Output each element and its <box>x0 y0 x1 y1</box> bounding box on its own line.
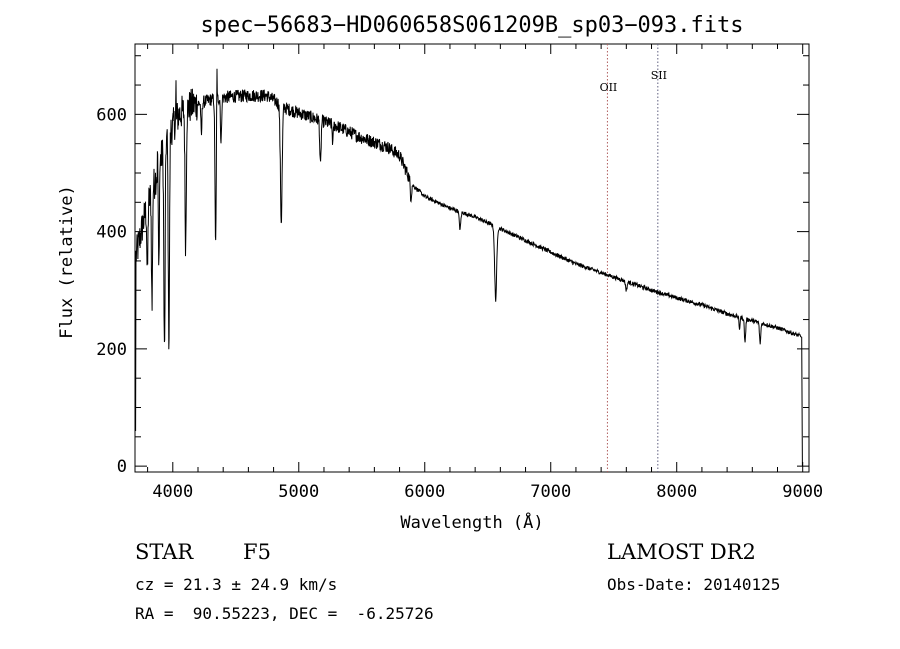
y-tick-label: 0 <box>117 457 127 477</box>
x-tick-label: 8000 <box>656 482 697 502</box>
reference-lines: OII SII <box>600 44 667 472</box>
y-tick-label: 400 <box>96 223 127 243</box>
x-tick-label: 6000 <box>404 482 445 502</box>
plot-frame <box>134 43 810 473</box>
axes: 4000 5000 6000 7000 8000 9000 0 200 400 600 <box>96 43 823 502</box>
redshift-label: cz = 21.3 ± 24.9 km/s <box>135 575 338 594</box>
y-axis-label: Flux (relative) <box>57 185 77 339</box>
y-tick-label: 600 <box>96 105 127 125</box>
survey-label: LAMOST DR2 <box>607 540 756 564</box>
obs-date-label: Obs-Date: 20140125 <box>607 575 781 594</box>
spectrum-series-line <box>135 68 803 467</box>
chart-title: spec−56683−HD060658S061209B_sp03−093.fit… <box>200 13 743 38</box>
x-tick-label: 5000 <box>278 482 319 502</box>
x-tick-label: 7000 <box>530 482 571 502</box>
subclass-label: F5 <box>243 540 271 564</box>
object-class-label: STAR <box>135 540 194 564</box>
x-tick-label: 4000 <box>152 482 193 502</box>
x-tick-label: 9000 <box>782 482 823 502</box>
reference-line-label: OII <box>600 81 618 94</box>
y-tick-label: 200 <box>96 340 127 360</box>
reference-line-label: SII <box>651 69 667 82</box>
x-axis-label: Wavelength (Å) <box>400 511 543 533</box>
coords-label: RA = 90.55223, DEC = -6.25726 <box>135 604 434 623</box>
